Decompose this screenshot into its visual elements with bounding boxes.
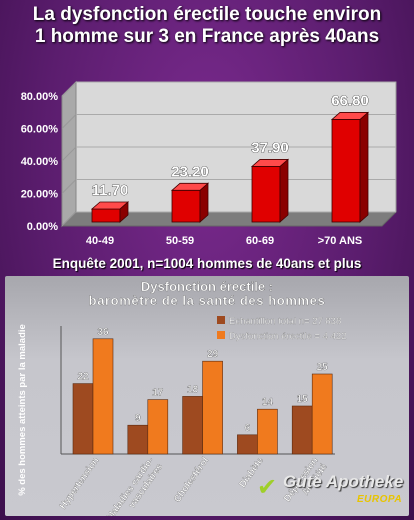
health-barometer-panel: Dysfonction érectile : baromètre de la sa… <box>5 276 409 516</box>
bar <box>257 408 278 455</box>
value-label: 6 <box>245 423 251 434</box>
value-label: 36 <box>97 327 109 338</box>
bar <box>170 182 210 223</box>
logo-sub: EUROPA <box>357 494 403 505</box>
gridline-side <box>61 114 77 129</box>
page-title-line-1: La dysfonction érectile touche environ <box>32 4 382 25</box>
bar-front <box>171 189 201 223</box>
bar <box>90 201 130 223</box>
bar-side <box>279 158 289 223</box>
x-tick-label: 60-69 <box>246 235 274 247</box>
x-tick-label: Cholestérol <box>172 455 211 504</box>
bar <box>330 111 370 223</box>
bar <box>147 399 169 455</box>
legend-entry: Echantillon total n= 27 838 <box>229 316 341 327</box>
value-label: 23.20 <box>171 163 209 180</box>
bar-side <box>359 111 369 223</box>
survey-note: Enquête 2001, n=1004 hommes de 40ans et … <box>52 256 362 271</box>
x-tick-label-line: Hypertension <box>58 455 102 511</box>
x-tick-label: >70 ANS <box>318 235 363 247</box>
y-tick-label: 40.00% <box>21 156 59 168</box>
page-title-line-2: 1 homme sur 3 en France après 40ans <box>34 26 380 47</box>
value-label: 29 <box>207 349 219 360</box>
pharmacy-logo: ✔ Gute Apotheke EUROPA <box>253 470 403 512</box>
x-tick-label: Hypertension <box>58 455 102 511</box>
page-title: La dysfonction érectile touche environ 1… <box>0 4 414 48</box>
value-label: 15 <box>297 394 309 405</box>
logo-name: Gute Apotheke <box>283 472 404 491</box>
health-barometer-chart: Dysfonction érectile :baromètre de la sa… <box>17 279 347 516</box>
y-axis-label: % des hommes atteints par la maladie <box>17 324 28 496</box>
x-tick-label: 50-59 <box>166 235 194 247</box>
y-tick-label: 80.00% <box>21 91 59 103</box>
bar <box>311 373 333 455</box>
bar <box>127 424 149 455</box>
x-tick-label-line: Cholestérol <box>172 455 211 504</box>
value-label: 25 <box>317 362 329 373</box>
gridline-side <box>61 81 77 97</box>
bar-top <box>90 201 130 210</box>
value-label: 37.90 <box>251 139 289 156</box>
bar <box>182 396 203 455</box>
gridline-side <box>61 211 77 227</box>
bar-front <box>251 166 281 223</box>
value-label: 66.80 <box>331 92 369 109</box>
bar-top <box>170 182 210 191</box>
x-tick-label: 40-49 <box>86 235 114 247</box>
chart-title-line-1: Dysfonction érectile : <box>141 279 273 294</box>
value-label: 9 <box>135 413 141 424</box>
x-tick-label: Maladies cardio-vasculaires <box>105 455 166 516</box>
value-label: 14 <box>262 397 274 408</box>
gridline-side <box>61 146 77 162</box>
bar <box>250 158 290 223</box>
bar-front <box>91 208 121 223</box>
value-label: 22 <box>77 372 89 383</box>
legend-swatch <box>217 316 225 324</box>
gridline-side <box>61 179 77 194</box>
bar-top <box>250 159 290 167</box>
bar <box>237 434 258 455</box>
bar-top <box>330 112 370 120</box>
y-tick-label: 0.00% <box>27 221 58 233</box>
value-label: 11.70 <box>92 182 129 199</box>
bar <box>291 405 313 455</box>
bar-front <box>331 119 361 223</box>
value-label: 18 <box>187 384 199 395</box>
legend-swatch <box>217 331 225 339</box>
y-tick-label: 20.00% <box>21 189 59 201</box>
chart-title-line-2: baromètre de la santé des hommes <box>89 293 326 308</box>
star-check-icon: ✔ <box>257 474 278 501</box>
age-bar-chart: 0.00% 20.00% 40.00% 60.00% 80.00% 11.70 40-49 2… <box>21 80 398 247</box>
bar <box>72 383 94 455</box>
y-tick-label: 60.00% <box>21 124 59 136</box>
bar <box>202 360 223 455</box>
value-label: 17 <box>152 388 164 399</box>
legend-entry: Dysfonction érectile = 4 422 <box>229 331 347 342</box>
bar <box>92 338 114 455</box>
